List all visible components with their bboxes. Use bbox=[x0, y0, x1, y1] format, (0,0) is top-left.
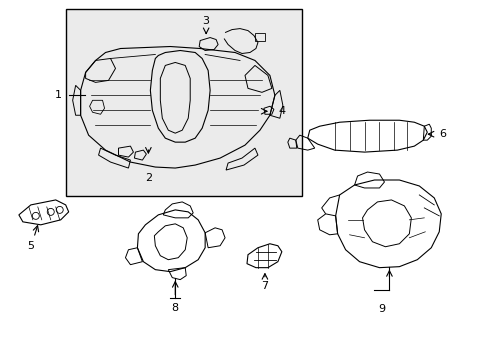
Text: 1: 1 bbox=[55, 90, 62, 100]
Text: 8: 8 bbox=[171, 302, 179, 312]
Text: 9: 9 bbox=[377, 305, 384, 315]
Text: 3: 3 bbox=[202, 15, 209, 26]
Text: 5: 5 bbox=[27, 241, 34, 251]
Text: 7: 7 bbox=[261, 280, 268, 291]
Text: 2: 2 bbox=[144, 173, 152, 183]
Text: 6: 6 bbox=[439, 129, 446, 139]
Bar bbox=[65, 9, 301, 196]
Bar bbox=[254, 32, 264, 41]
Text: 4: 4 bbox=[278, 106, 285, 116]
